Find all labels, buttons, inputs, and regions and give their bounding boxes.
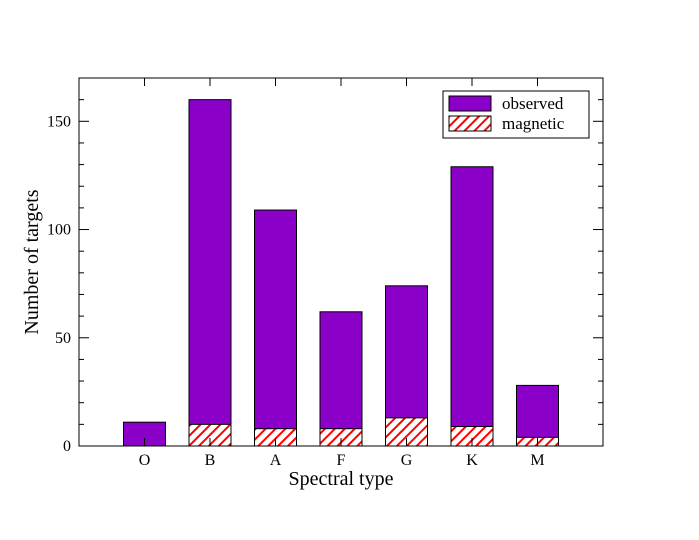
y-tick-label-150: 150 [47, 113, 71, 130]
bar-observed-B [188, 99, 232, 447]
legend-label-observed: observed [502, 94, 564, 113]
y-axis-title: Number of targets [21, 189, 43, 334]
x-tick-label-B: B [205, 452, 216, 469]
legend-label-magnetic: magnetic [502, 114, 565, 133]
bar-observed-F [319, 311, 363, 447]
x-axis-title: Spectral type [289, 468, 394, 490]
bar-observed-A [254, 209, 297, 447]
x-tick-label-A: A [270, 452, 282, 469]
y-tick-label-100: 100 [47, 222, 71, 239]
axes-group: O B A F G K M 0 50 100 150 [47, 77, 603, 469]
bar-observed-K [450, 166, 494, 447]
x-tick-label-F: F [337, 452, 346, 469]
y-tick-label-50: 50 [55, 330, 71, 347]
x-tick-label-K: K [466, 452, 478, 469]
y-tick-label-0: 0 [63, 438, 71, 455]
bars-group [123, 99, 559, 447]
legend-swatch-magnetic [448, 115, 492, 132]
legend-swatch-observed [448, 95, 492, 112]
x-tick-label-G: G [401, 452, 413, 469]
x-tick-label-O: O [139, 452, 151, 469]
x-tick-label-M: M [530, 452, 544, 469]
bar-observed-M [516, 384, 559, 447]
